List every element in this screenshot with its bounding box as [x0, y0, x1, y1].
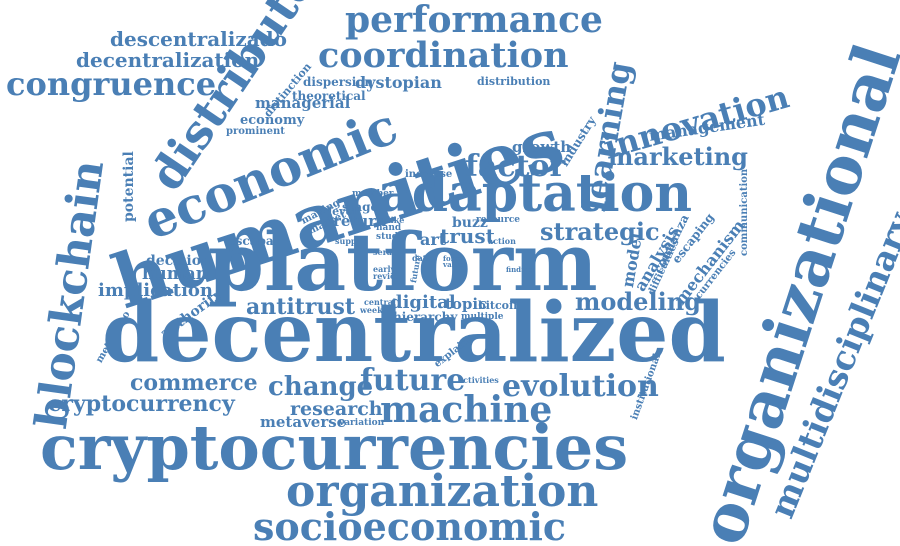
word-dispersion: dispersion: [303, 75, 374, 89]
word-hierarchy: hierarchy: [393, 310, 458, 324]
word-research: research: [290, 398, 383, 420]
word-stage: stage: [342, 200, 379, 214]
word-return: return: [333, 212, 388, 230]
word-human: human: [142, 264, 209, 284]
word-sera: sera: [373, 247, 392, 257]
word-form: form: [443, 254, 462, 263]
word-action: action: [488, 236, 516, 246]
word-weekly: weekly: [360, 305, 391, 315]
word-antitrust: antitrust: [246, 294, 356, 320]
word-economy: economy: [240, 113, 305, 128]
word-descentralizado: descentralizado: [110, 27, 287, 51]
word-distribution: distribution: [477, 75, 551, 88]
word-decentralized: decentralized: [102, 285, 726, 381]
word-level: level: [328, 205, 357, 218]
word-review: review: [373, 271, 402, 281]
word-managerial: managerial: [255, 94, 351, 112]
word-commerce: commerce: [130, 370, 258, 396]
word-hand: hand: [376, 223, 402, 233]
word-escapar: escapar: [228, 234, 280, 248]
word-variation: variation: [339, 418, 385, 428]
word-congruence: congruence: [6, 65, 217, 103]
word-coordination: coordination: [318, 35, 569, 76]
word-unlike: unlike: [376, 215, 405, 225]
word-metaverse: metaverse: [260, 413, 347, 431]
word-art: art: [420, 230, 447, 249]
word-member: member: [352, 189, 394, 199]
word-modeling: modeling: [575, 287, 701, 316]
word-platform: platform: [208, 215, 598, 309]
word-decision: decision: [146, 253, 212, 269]
word-organization: organization: [286, 466, 599, 517]
word-evolution: evolution: [502, 369, 659, 404]
word-data: data: [412, 253, 432, 263]
word-resource: resource: [476, 215, 521, 225]
word-multiple: multiple: [461, 312, 504, 322]
word-activities: activities: [458, 375, 499, 385]
word-growth: growth: [512, 138, 572, 156]
word-adaptation: adaptation: [378, 163, 693, 224]
word-performance: performance: [345, 0, 603, 41]
word-socioeconomic: socioeconomic: [253, 504, 567, 546]
word-supply: supply: [335, 236, 365, 246]
word-increase: increase: [405, 169, 453, 180]
word-central: central: [364, 297, 396, 307]
word-potential: potential: [121, 151, 137, 222]
word-early: early: [373, 264, 396, 274]
word-topic: topic: [445, 295, 488, 313]
word-theoretical: theoretical: [292, 89, 366, 103]
word-change: change: [268, 372, 374, 402]
word-future: future: [360, 363, 466, 398]
word-cryptocurrency: cryptocurrency: [48, 391, 235, 417]
word-finding: finding: [506, 265, 534, 274]
word-value: value: [443, 260, 464, 269]
word-digital: digital: [390, 292, 456, 313]
word-decentralization: decentralization: [76, 48, 260, 72]
word-marketing: marketing: [608, 142, 748, 171]
word-trust: trust: [440, 224, 495, 248]
word-study: study: [376, 232, 404, 242]
word-cryptocurrencies: cryptocurrencies: [40, 411, 629, 484]
word-bitcoin: bitcoin: [478, 299, 522, 312]
word-communication: communication: [739, 168, 750, 256]
word-dystopian: dystopian: [355, 73, 442, 92]
word-strategic: strategic: [540, 217, 660, 246]
word-factor: factor: [465, 149, 566, 184]
word-prominent: prominent: [226, 126, 285, 137]
word-implication: implication: [98, 280, 214, 301]
word-machine: machine: [380, 389, 553, 431]
word-buzz: buzz: [452, 215, 488, 231]
